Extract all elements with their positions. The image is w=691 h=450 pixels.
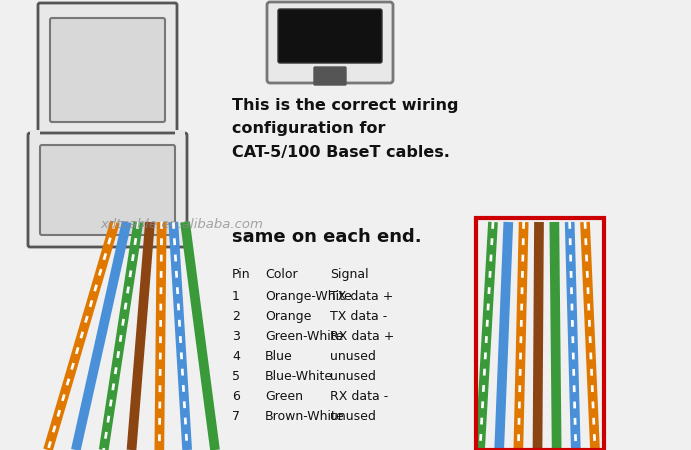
- Text: unused: unused: [330, 370, 376, 383]
- Text: TX data -: TX data -: [330, 310, 387, 323]
- Text: Brown-White: Brown-White: [265, 410, 345, 423]
- Text: 4: 4: [232, 350, 240, 363]
- Text: Blue: Blue: [265, 350, 293, 363]
- Text: same on each end.: same on each end.: [232, 228, 422, 246]
- FancyBboxPatch shape: [28, 133, 187, 247]
- Text: Orange-White: Orange-White: [265, 290, 352, 303]
- Text: xdtcable.en.alibaba.com: xdtcable.en.alibaba.com: [100, 218, 263, 231]
- Bar: [30, 130, 40, 160]
- Text: Pin: Pin: [232, 268, 251, 281]
- Text: 7: 7: [232, 410, 240, 423]
- Text: RX data -: RX data -: [330, 390, 388, 403]
- Text: unused: unused: [330, 410, 376, 423]
- FancyBboxPatch shape: [267, 2, 393, 83]
- Text: Orange: Orange: [265, 310, 312, 323]
- Text: unused: unused: [330, 350, 376, 363]
- Text: 6: 6: [232, 390, 240, 403]
- FancyBboxPatch shape: [278, 9, 382, 63]
- Text: Green: Green: [265, 390, 303, 403]
- Text: Signal: Signal: [330, 268, 368, 281]
- Text: 3: 3: [232, 330, 240, 343]
- Text: 2: 2: [232, 310, 240, 323]
- Text: 5: 5: [232, 370, 240, 383]
- Text: Blue-White: Blue-White: [265, 370, 333, 383]
- Text: 1: 1: [232, 290, 240, 303]
- Text: Color: Color: [265, 268, 298, 281]
- FancyBboxPatch shape: [50, 18, 165, 122]
- Text: RX data +: RX data +: [330, 330, 395, 343]
- FancyBboxPatch shape: [314, 67, 346, 85]
- Text: TX data +: TX data +: [330, 290, 393, 303]
- Bar: [175, 130, 185, 160]
- FancyBboxPatch shape: [40, 145, 175, 235]
- Text: Green-White: Green-White: [265, 330, 343, 343]
- FancyBboxPatch shape: [38, 3, 177, 142]
- Text: This is the correct wiring
configuration for
CAT-5/100 BaseT cables.: This is the correct wiring configuration…: [232, 98, 459, 160]
- Bar: [476, 218, 604, 450]
